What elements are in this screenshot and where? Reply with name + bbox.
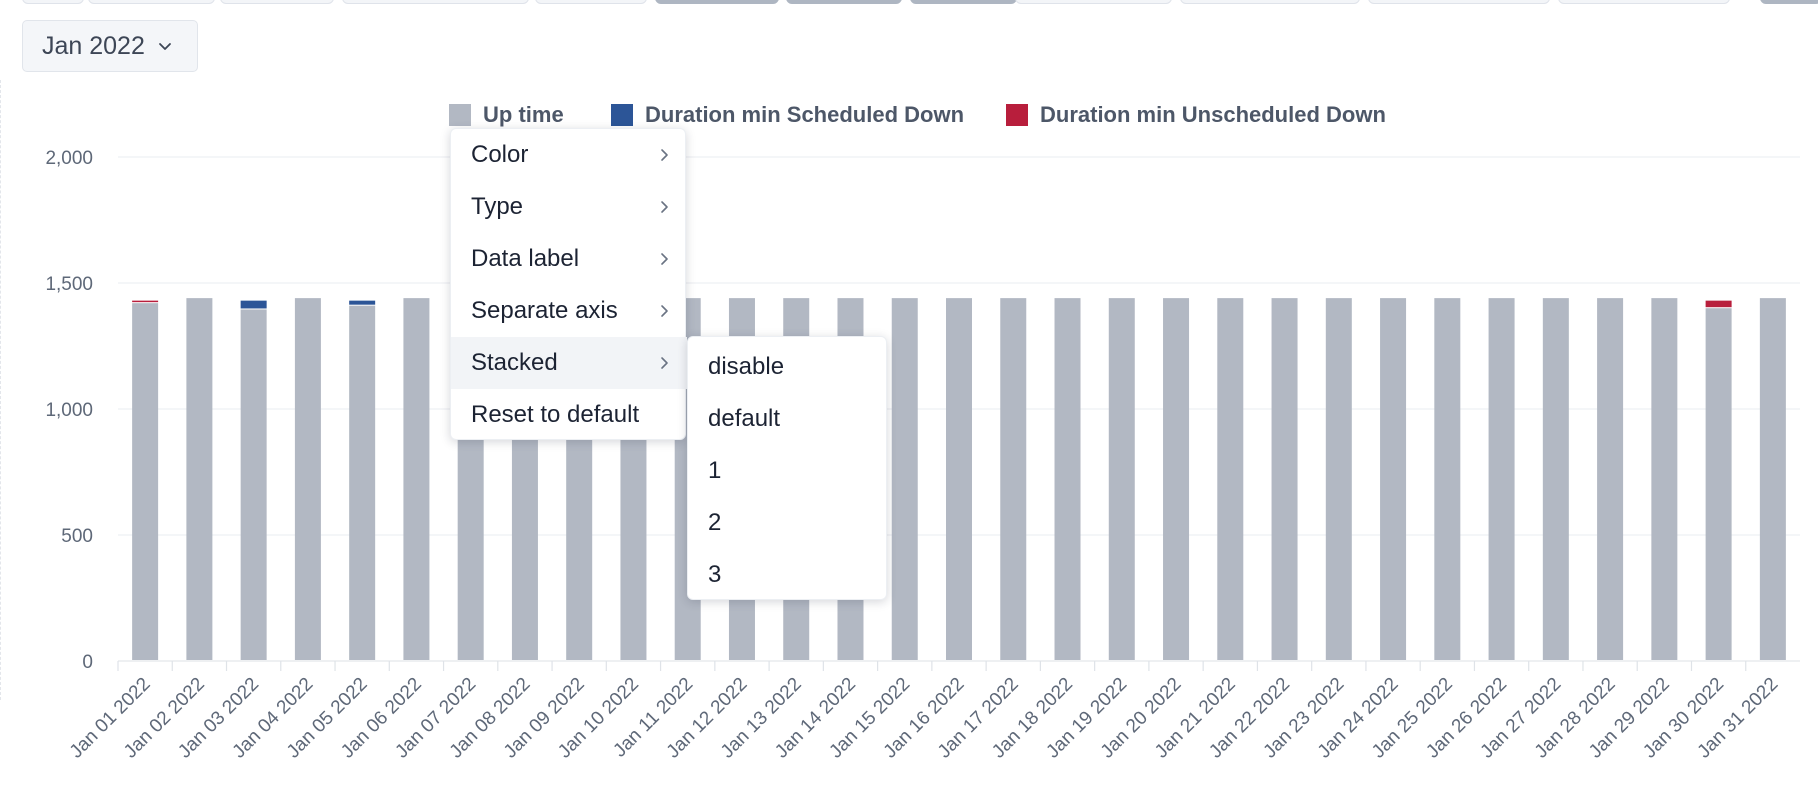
stacked-submenu: disable default 1 2 3: [687, 336, 887, 600]
period-selector-label: Jan 2022: [42, 31, 145, 60]
menu-item-stacked[interactable]: Stacked: [451, 337, 687, 389]
menu-item-label: Data label: [471, 245, 580, 272]
submenu-item-label: 2: [708, 509, 722, 536]
menu-item-label: Type: [471, 193, 524, 220]
legend-item-scheduled-down[interactable]: Duration min Scheduled Down: [611, 100, 964, 130]
bars-layer: [132, 298, 1786, 660]
submenu-item-1[interactable]: 1: [688, 445, 888, 497]
menu-item-data-label[interactable]: Data label: [451, 233, 687, 285]
submenu-item-3[interactable]: 3: [688, 549, 888, 601]
submenu-item-label: 3: [708, 561, 722, 588]
menu-item-label: Separate axis: [471, 297, 618, 324]
bar-segment: [891, 298, 918, 660]
legend-item-unscheduled-down[interactable]: Duration min Unscheduled Down: [1006, 100, 1386, 130]
menu-item-color[interactable]: Color: [451, 129, 687, 181]
bar-segment: [349, 305, 376, 660]
menu-item-reset-to-default[interactable]: Reset to default: [451, 389, 687, 441]
chart-legend: Up time Duration min Scheduled Down Dura…: [0, 100, 1818, 130]
bar-segment: [240, 309, 267, 660]
bar-segment: [1217, 298, 1244, 660]
bar-segment: [186, 298, 213, 660]
submenu-item-2[interactable]: 2: [688, 497, 888, 549]
bar-segment: [132, 303, 159, 660]
bar-segment: [1759, 298, 1786, 660]
bar-segment: [1597, 298, 1624, 660]
bar-segment: [1108, 298, 1135, 660]
chevron-right-icon: [660, 304, 670, 318]
chevron-right-icon: [660, 148, 670, 162]
legend-swatch-unscheduled-down: [1006, 104, 1028, 126]
legend-swatch-scheduled-down: [611, 104, 633, 126]
chevron-right-icon: [660, 200, 670, 214]
bar-segment: [349, 300, 376, 305]
bar-segment: [1325, 298, 1352, 660]
panel-edge: [0, 80, 1, 700]
legend-label-up-time: Up time: [483, 102, 564, 127]
menu-item-type[interactable]: Type: [451, 181, 687, 233]
y-tick-label: 2,000: [45, 148, 93, 169]
bar-segment: [1488, 298, 1515, 660]
submenu-item-label: default: [708, 405, 781, 432]
legend-label-unscheduled-down: Duration min Unscheduled Down: [1040, 102, 1386, 127]
legend-label-scheduled-down: Duration min Scheduled Down: [645, 102, 965, 127]
bar-segment: [294, 298, 321, 660]
top-tab-strip: [0, 0, 1818, 4]
chevron-down-icon: [157, 38, 173, 54]
bar-segment: [240, 300, 267, 309]
bar-segment: [1380, 298, 1407, 660]
submenu-item-disable[interactable]: disable: [688, 341, 888, 393]
bar-segment: [1542, 298, 1569, 660]
y-tick-label: 500: [61, 526, 93, 547]
legend-swatch-up-time: [449, 104, 471, 126]
y-tick-label: 1,000: [45, 400, 93, 421]
menu-item-label: Color: [471, 141, 529, 168]
bar-segment: [1434, 298, 1461, 660]
bar-segment: [946, 298, 972, 660]
bar-segment: [1054, 298, 1081, 660]
bar-segment: [1705, 300, 1732, 308]
bar-segment: [1271, 298, 1298, 660]
chevron-right-icon: [660, 356, 670, 370]
bar-segment: [1000, 298, 1027, 660]
bar-segment: [1163, 298, 1190, 660]
series-context-menu: Color Type Data label Separate axis Stac…: [450, 128, 687, 441]
y-tick-label: 0: [82, 652, 93, 673]
menu-item-label: Stacked: [471, 349, 558, 376]
menu-item-separate-axis[interactable]: Separate axis: [451, 285, 687, 337]
submenu-item-label: 1: [708, 457, 722, 484]
y-tick-label: 1,500: [45, 274, 93, 295]
bar-segment: [132, 300, 159, 303]
submenu-item-default[interactable]: default: [688, 393, 888, 445]
menu-item-label: Reset to default: [471, 401, 640, 428]
chevron-right-icon: [660, 252, 670, 266]
bar-segment: [1705, 308, 1732, 660]
submenu-item-label: disable: [708, 353, 785, 380]
legend-item-up-time[interactable]: Up time: [449, 100, 564, 130]
bar-segment: [403, 298, 430, 660]
bar-segment: [1651, 298, 1678, 660]
period-selector[interactable]: Jan 2022: [22, 20, 198, 72]
